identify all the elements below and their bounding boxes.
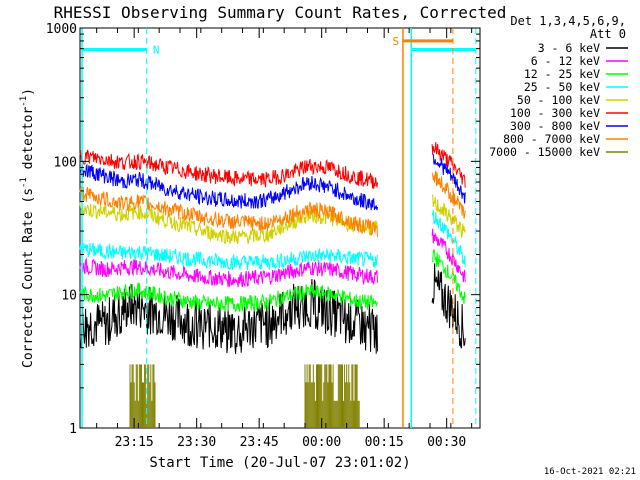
y-axis: 1 10 100 1000 — [46, 22, 480, 437]
legend-label: 12 - 25 keV — [524, 67, 600, 81]
series-line-after-gap — [432, 153, 466, 204]
series-line — [79, 278, 378, 354]
y-tick-label: 1000 — [46, 22, 77, 37]
legend-label: 7000 - 15000 keV — [489, 145, 600, 159]
series-line-after-gap — [431, 249, 466, 305]
timestamp: 16-Oct-2021 02:21 — [544, 467, 636, 477]
series-line — [79, 185, 378, 237]
y-tick-label: 1 — [69, 422, 77, 437]
series-line — [79, 242, 378, 271]
series-line-after-gap — [431, 228, 466, 283]
x-tick-label: 00:00 — [302, 435, 341, 450]
x-tick-label: 23:15 — [115, 435, 154, 450]
annotation-markers: NS — [81, 28, 477, 428]
series-line-after-gap — [431, 209, 466, 268]
series-line — [79, 163, 378, 211]
legend-header-line-2: Att 0 — [590, 27, 626, 41]
legend-label: 300 - 800 keV — [510, 119, 600, 133]
legend-label: 25 - 50 keV — [524, 80, 600, 94]
legend-header-line-1: Det 1,3,4,5,6,9, — [510, 14, 626, 28]
series-line — [79, 149, 378, 189]
series-line — [79, 257, 378, 288]
series-lines — [79, 142, 466, 354]
legend-label: 800 - 7000 keV — [503, 132, 600, 146]
x-tick-label: 00:15 — [365, 435, 404, 450]
night-label: N — [153, 43, 160, 56]
legend-label: 50 - 100 keV — [517, 93, 600, 107]
saa-label: S — [393, 35, 400, 48]
series-line-after-gap — [431, 170, 466, 219]
x-axis-label: Start Time (20-Jul-07 23:01:02) — [149, 455, 410, 471]
plot-frame — [79, 27, 481, 429]
x-axis: 23:15 23:30 23:45 00:00 00:15 00:30 — [96, 28, 473, 450]
y-tick-label: 100 — [54, 155, 77, 170]
series-line-after-gap — [431, 142, 466, 188]
y-axis-label: Corrected Count Rate (s-1 detector-1) — [19, 88, 36, 368]
series-line-after-gap — [431, 263, 466, 349]
x-tick-label: 23:30 — [177, 435, 216, 450]
series-line-after-gap — [431, 194, 466, 239]
attenuator-activity-bars — [129, 364, 360, 428]
y-tick-label: 10 — [61, 289, 77, 304]
x-tick-label: 23:45 — [240, 435, 279, 450]
legend-label: 100 - 300 keV — [510, 106, 600, 120]
chart-title: RHESSI Observing Summary Count Rates, Co… — [54, 3, 507, 22]
x-tick-label: 00:30 — [427, 435, 466, 450]
legend-label: 6 - 12 keV — [531, 54, 600, 68]
legend-label: 3 - 6 keV — [538, 41, 600, 55]
series-line — [79, 282, 378, 313]
